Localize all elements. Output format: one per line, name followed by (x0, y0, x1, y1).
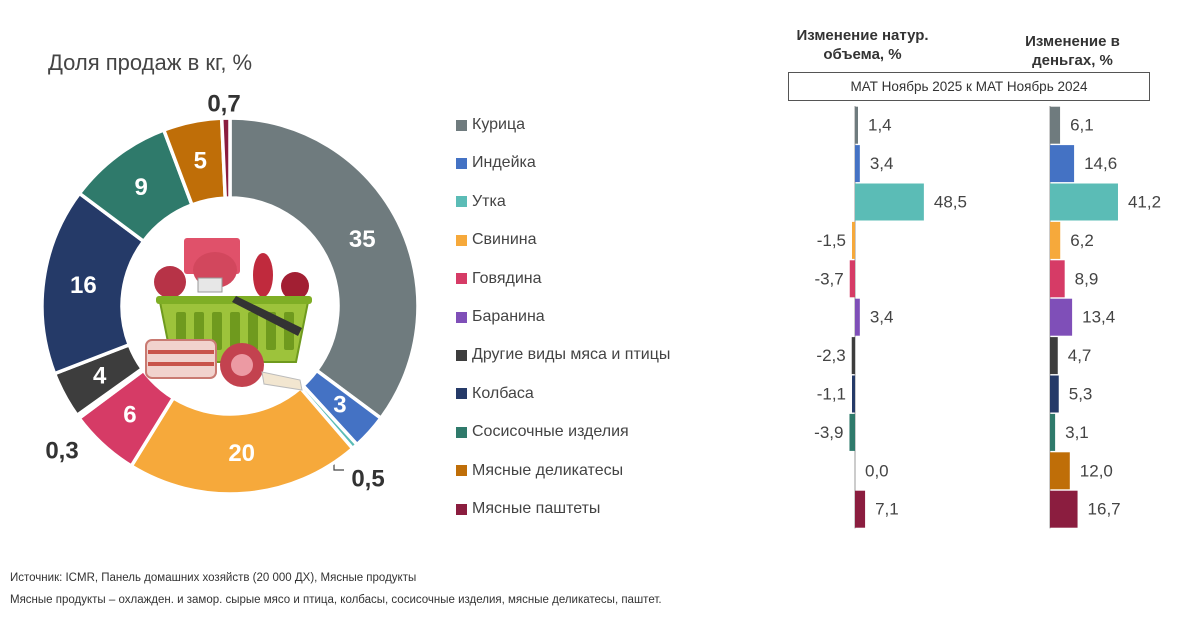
legend-item: Мясные паштеты (456, 499, 600, 519)
donut-slice-label-3: 0,5 (351, 465, 384, 492)
footnote-source: Источник: ICMR, Панель домашних хозяйств… (10, 572, 417, 584)
volume-bar-4 (852, 221, 855, 259)
volume-bar-label-2: 3,4 (870, 154, 894, 173)
legend-swatch (456, 311, 467, 323)
money-bar-11 (1050, 490, 1078, 528)
money-bar-label-10: 12,0 (1080, 461, 1113, 480)
volume-bar-label-11: 7,1 (875, 500, 899, 519)
legend-swatch (456, 157, 467, 169)
footnote-definition: Мясные продукты – охлажден. и замор. сыр… (10, 594, 662, 606)
volume-bar-5 (849, 260, 855, 298)
donut-slice-label-6: 0,3 (45, 437, 78, 464)
money-bar-label-5: 8,9 (1075, 269, 1099, 288)
donut-slice-label-4: 20 (228, 440, 255, 467)
legend-label: Индейка (472, 154, 536, 172)
volume-change-header: Изменение натур. объема, % (796, 27, 929, 63)
money-bar-label-1: 6,1 (1070, 116, 1094, 135)
volume-bar-3 (855, 183, 924, 221)
money-bar-label-6: 13,4 (1082, 308, 1115, 327)
money-bar-3 (1050, 183, 1118, 221)
money-bar-1 (1050, 106, 1061, 144)
legend-swatch (456, 234, 467, 246)
money-bar-label-4: 6,2 (1070, 231, 1094, 250)
money-bar-4 (1050, 221, 1061, 259)
period-label: МАТ Ноябрь 2025 к МАТ Ноябрь 2024 (788, 72, 1150, 101)
legend-label: Сосисочные изделия (472, 423, 629, 441)
volume-bar-label-5: -3,7 (814, 269, 843, 288)
volume-bar-label-8: -1,1 (817, 384, 846, 403)
legend-label: Свинина (472, 231, 537, 249)
volume-bar-6 (855, 298, 860, 336)
legend-item: Индейка (456, 153, 536, 173)
legend-label: Утка (472, 192, 506, 210)
legend-item: Курица (456, 115, 525, 135)
donut-slice-label-1: 35 (349, 226, 376, 253)
volume-bar-label-1: 1,4 (868, 116, 892, 135)
legend-label: Баранина (472, 308, 545, 325)
money-bar-10 (1050, 452, 1070, 490)
money-bar-label-11: 16,7 (1088, 500, 1121, 519)
money-bar-7 (1050, 337, 1058, 375)
legend-label: Курица (472, 116, 526, 133)
legend-label: Говядина (472, 269, 542, 287)
money-bar-9 (1050, 413, 1056, 451)
legend-swatch (456, 426, 467, 438)
legend-item: Говядина (456, 269, 541, 289)
money-bar-label-9: 3,1 (1065, 423, 1089, 442)
donut-slice-label-5: 6 (123, 402, 136, 429)
legend-item: Другие виды мяса и птицы (456, 345, 670, 365)
volume-bar-2 (855, 145, 860, 183)
legend-swatch (456, 388, 467, 400)
money-bar-8 (1050, 375, 1059, 413)
donut-slice-label-9: 9 (134, 174, 147, 201)
legend-swatch (456, 503, 467, 515)
legend-swatch (456, 273, 467, 285)
legend-swatch (456, 119, 467, 131)
money-bar-2 (1050, 145, 1075, 183)
donut-slice-label-8: 16 (70, 272, 97, 299)
volume-bar-1 (855, 106, 858, 144)
legend-item: Баранина (456, 307, 545, 327)
legend-item: Свинина (456, 230, 537, 250)
volume-bar-8 (852, 375, 855, 413)
volume-bar-label-6: 3,4 (870, 308, 894, 327)
donut-slice-label-11: 0,7 (207, 90, 240, 117)
donut-chart: 35 3 0,5 20 6 0,3 4 16 9 5 0,7 (40, 90, 420, 496)
money-bar-label-2: 14,6 (1084, 154, 1117, 173)
legend-label: Другие виды мяса и птицы (472, 346, 671, 364)
legend-label: Колбаса (472, 384, 534, 402)
legend-item: Мясные деликатесы (456, 461, 623, 481)
volume-bar-7 (851, 337, 855, 375)
volume-bar-label-4: -1,5 (817, 231, 846, 250)
donut-slice-1 (228, 116, 420, 421)
legend-swatch (456, 349, 467, 361)
volume-bar-label-9: -3,9 (814, 423, 843, 442)
meat-basket-illustration (145, 238, 312, 391)
donut-slice-label-7: 4 (93, 363, 107, 390)
money-change-header: Изменение в деньгах, % (1025, 33, 1120, 69)
donut-chart-title: Доля продаж в кг, % (48, 50, 253, 75)
money-bar-label-8: 5,3 (1069, 384, 1093, 403)
change-bar-charts: 1,4 3,4 48,5 -1,5 -3,7 3,4 -2,3 -1,1 -3,9 0,0 7,1 6… (814, 106, 1161, 529)
volume-bar-label-10: 0,0 (865, 461, 889, 480)
legend-swatch (456, 196, 467, 208)
legend-label: Мясные паштеты (472, 500, 601, 517)
money-bar-6 (1050, 298, 1073, 336)
donut-slice-label-2: 3 (333, 392, 346, 419)
volume-bar-label-3: 48,5 (934, 192, 967, 211)
money-bar-label-7: 4,7 (1068, 346, 1092, 365)
money-bar-label-3: 41,2 (1128, 192, 1161, 211)
money-bar-5 (1050, 260, 1065, 298)
legend-label: Мясные деликатесы (472, 461, 624, 479)
legend-item: Утка (456, 192, 506, 212)
legend-item: Колбаса (456, 384, 534, 404)
volume-bar-11 (855, 490, 866, 528)
donut-slice-11 (219, 116, 232, 200)
donut-slice-4 (128, 385, 356, 496)
volume-bar-label-7: -2,3 (816, 346, 845, 365)
donut-slice-label-10: 5 (194, 148, 207, 175)
volume-bar-9 (849, 413, 855, 451)
legend-item: Сосисочные изделия (456, 422, 629, 442)
legend-swatch (456, 465, 467, 477)
